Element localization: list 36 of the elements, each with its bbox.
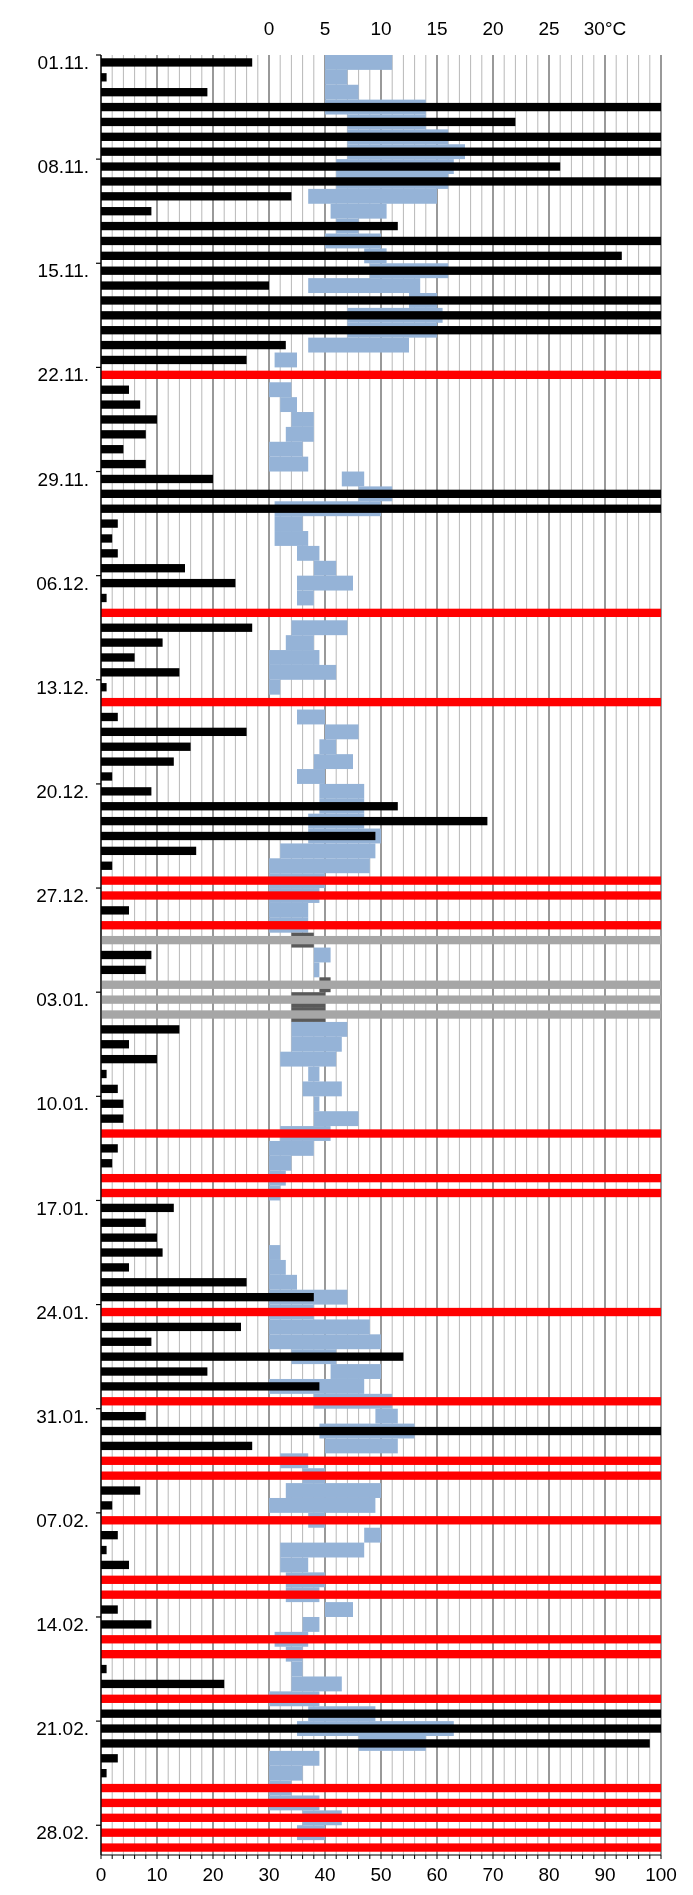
x-tick-label: 70 bbox=[482, 1864, 504, 1885]
x-tick-label: 20 bbox=[202, 1864, 224, 1885]
y-tick-label: 08.11. bbox=[37, 156, 89, 178]
y-tick-label: 17.01. bbox=[36, 1197, 89, 1219]
y-tick-label: 29.11. bbox=[37, 468, 89, 490]
x2-tick-label: 25 bbox=[538, 18, 560, 39]
y-tick-label: 31.01. bbox=[36, 1405, 89, 1427]
y-tick-label: 14.02. bbox=[36, 1614, 89, 1636]
x2-tick-label: 20 bbox=[482, 18, 504, 39]
y-tick-label: 01.11. bbox=[37, 52, 89, 74]
y-tick-label: 28.02. bbox=[36, 1822, 89, 1844]
x2-tick-label: 5 bbox=[319, 18, 331, 39]
y-tick-label: 10.01. bbox=[36, 1093, 89, 1115]
x-tick-label: 40 bbox=[314, 1864, 336, 1885]
y-tick-label: 21.02. bbox=[36, 1718, 89, 1740]
y-tick-label: 15.11. bbox=[37, 260, 89, 282]
y-tick-label: 20.12. bbox=[36, 781, 89, 803]
y-tick-label: 03.01. bbox=[36, 989, 89, 1011]
x-tick-label: 80 bbox=[538, 1864, 560, 1885]
x2-tick-label: 15 bbox=[426, 18, 448, 39]
y-tick-label: 07.02. bbox=[36, 1509, 89, 1531]
x-tick-label: 60 bbox=[426, 1864, 448, 1885]
x-tick-label: 100 bbox=[645, 1864, 677, 1885]
x-tick-label: 10 bbox=[146, 1864, 168, 1885]
x-tick-label: 50 bbox=[370, 1864, 392, 1885]
y-tick-label: 22.11. bbox=[37, 364, 89, 386]
y-tick-label: 06.12. bbox=[36, 572, 89, 594]
x2-tick-label: 0 bbox=[263, 18, 275, 39]
x-tick-label: 90 bbox=[594, 1864, 616, 1885]
y-tick-label: 24.01. bbox=[36, 1301, 89, 1323]
y-tick-label: 13.12. bbox=[36, 676, 89, 698]
y-tick-label: 27.12. bbox=[36, 885, 89, 907]
x-tick-label: 30 bbox=[258, 1864, 280, 1885]
x-tick-label: 0 bbox=[95, 1864, 107, 1885]
x2-tick-label: 30°C bbox=[583, 18, 627, 39]
x2-tick-label: 10 bbox=[370, 18, 392, 39]
